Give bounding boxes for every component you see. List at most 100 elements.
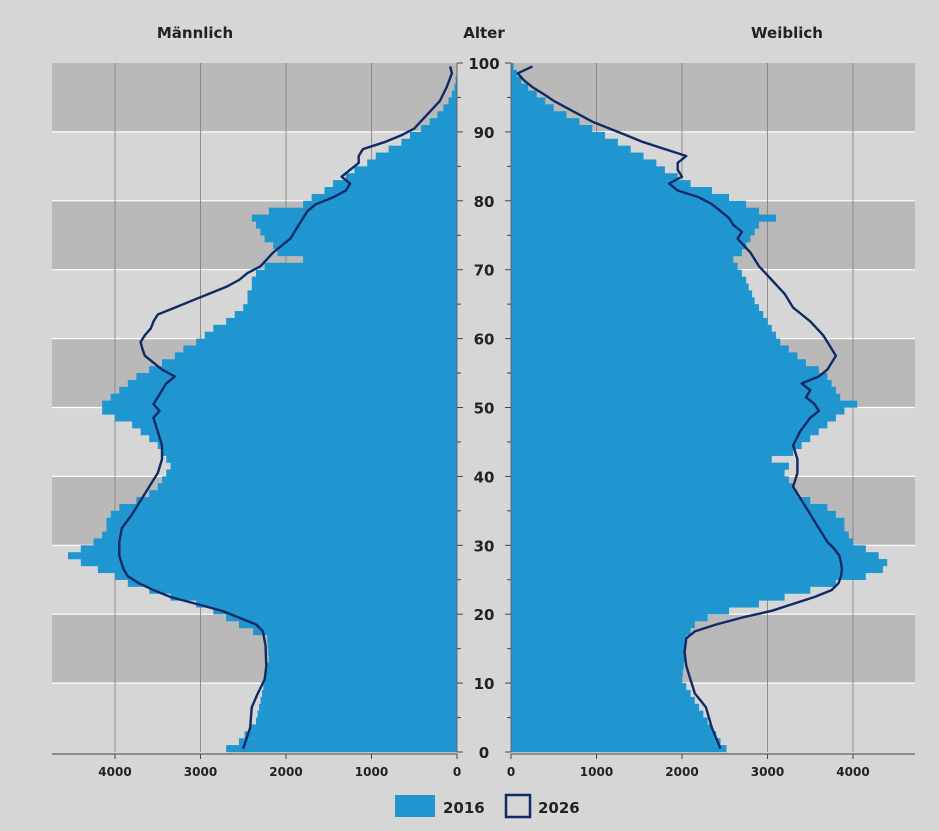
bar-male-age-90 [421, 125, 457, 133]
bar-male-age-17 [253, 627, 457, 636]
bar-female-age-9 [511, 683, 687, 691]
bar-female-age-96 [511, 83, 529, 91]
bar-male-age-51 [110, 393, 457, 401]
age-tick-label-10: 10 [474, 675, 495, 693]
bar-female-age-77 [511, 214, 777, 222]
bar-male-age-65 [247, 297, 457, 305]
bar-male-age-16 [267, 634, 457, 642]
bar-female-age-79 [511, 200, 747, 208]
bar-female-age-59 [511, 338, 781, 346]
bar-male-age-30 [93, 538, 457, 546]
bar-female-age-19 [511, 614, 708, 622]
age-tick-label-90: 90 [474, 124, 495, 142]
bar-female-age-25 [511, 572, 866, 580]
legend-swatch-2016 [395, 795, 435, 817]
age-tick-label-30: 30 [474, 537, 495, 555]
female-xtick-label-3000: 3000 [751, 765, 784, 779]
bar-female-age-94 [511, 97, 546, 105]
bar-female-age-56 [511, 359, 806, 367]
bar-male-age-97 [455, 76, 457, 84]
bar-female-age-47 [511, 421, 828, 429]
bar-male-age-21 [196, 600, 457, 608]
bar-male-age-31 [102, 531, 458, 539]
bar-male-age-61 [213, 324, 457, 332]
bar-female-age-22 [511, 593, 785, 601]
bar-male-age-46 [140, 428, 457, 436]
bar-female-age-85 [511, 159, 657, 167]
bar-female-age-39 [511, 476, 789, 484]
bar-male-age-68 [251, 276, 457, 284]
bar-male-age-25 [115, 572, 457, 580]
age-tick-label-70: 70 [474, 262, 495, 280]
legend-label-2026: 2026 [538, 799, 580, 817]
legend: 2016 2026 [395, 793, 580, 819]
bar-male-age-93 [443, 104, 457, 112]
bar-female-age-5 [511, 710, 704, 718]
bar-male-age-92 [437, 111, 457, 119]
female-xtick-label-0: 0 [507, 765, 515, 779]
male-xtick-label-3000: 3000 [184, 765, 217, 779]
bar-male-age-39 [162, 476, 457, 484]
bar-male-age-53 [127, 379, 457, 388]
bar-female-age-51 [511, 393, 841, 401]
bar-male-age-57 [174, 352, 457, 360]
female-xtick-label-1000: 1000 [580, 765, 613, 779]
bar-female-age-84 [511, 166, 665, 174]
bar-female-age-92 [511, 111, 567, 119]
header-age: Alter [463, 24, 505, 42]
bar-female-age-26 [511, 565, 883, 574]
bar-female-age-76 [511, 221, 759, 229]
bar-female-age-44 [511, 441, 802, 450]
bar-female-age-68 [511, 276, 747, 284]
bar-female-age-31 [511, 531, 849, 539]
bar-male-age-38 [157, 483, 457, 491]
bar-female-age-63 [511, 311, 764, 319]
female-xtick-label-4000: 4000 [836, 765, 869, 779]
bar-female-age-58 [511, 345, 789, 353]
bar-female-age-66 [511, 290, 753, 298]
bar-female-age-38 [511, 483, 794, 491]
age-tick-label-0: 0 [479, 744, 489, 762]
bar-female-age-91 [511, 118, 580, 126]
bar-male-age-75 [260, 228, 457, 236]
bar-male-age-43 [162, 448, 457, 456]
bar-female-age-43 [511, 448, 794, 456]
bar-male-age-7 [260, 696, 457, 704]
bar-female-age-6 [511, 703, 700, 711]
bar-female-age-83 [511, 173, 678, 181]
bar-female-age-67 [511, 283, 749, 291]
bar-male-age-9 [263, 683, 457, 691]
bar-female-age-13 [511, 655, 685, 663]
bar-female-age-48 [511, 414, 836, 422]
bar-male-age-0 [226, 745, 457, 753]
bar-male-age-58 [183, 345, 457, 353]
bar-female-age-42 [511, 455, 772, 463]
bar-female-age-16 [511, 634, 687, 642]
bar-male-age-71 [303, 255, 457, 264]
bar-male-age-37 [149, 490, 457, 498]
bar-female-age-36 [511, 497, 811, 505]
bar-female-age-89 [511, 131, 606, 139]
bar-female-age-4 [511, 717, 708, 725]
bar-male-age-8 [262, 689, 457, 698]
bar-male-age-88 [401, 138, 457, 146]
bar-male-age-11 [266, 669, 457, 677]
bar-male-age-81 [324, 187, 457, 195]
bar-male-age-62 [226, 317, 457, 326]
bar-male-age-82 [333, 180, 457, 188]
bar-male-age-69 [256, 269, 457, 277]
bar-female-age-30 [511, 538, 853, 546]
bar-female-age-70 [511, 262, 738, 270]
bar-female-age-2 [511, 731, 717, 739]
bar-male-age-49 [102, 407, 458, 415]
bar-female-age-17 [511, 627, 691, 636]
bar-male-age-89 [409, 131, 457, 139]
bar-male-age-86 [375, 152, 457, 160]
bar-male-age-33 [106, 517, 457, 525]
bar-male-age-76 [256, 221, 457, 229]
bar-female-age-73 [511, 242, 747, 250]
bar-male-age-80 [311, 193, 457, 201]
bar-female-age-98 [511, 69, 517, 77]
bar-male-age-12 [267, 662, 457, 670]
bar-male-age-36 [136, 497, 457, 505]
